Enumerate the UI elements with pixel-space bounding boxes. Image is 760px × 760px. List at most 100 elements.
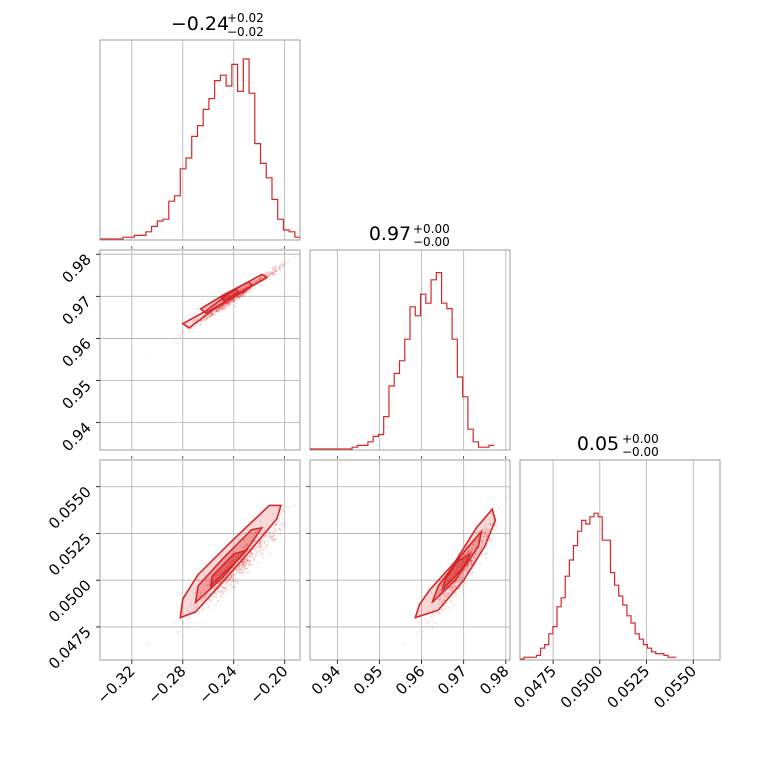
scatter-point xyxy=(244,561,247,564)
scatter-point xyxy=(217,311,220,314)
scatter-point xyxy=(438,598,441,600)
scatter-point xyxy=(221,304,224,307)
scatter-point xyxy=(481,531,484,533)
scatter-point xyxy=(260,552,263,555)
contours-2-0 xyxy=(179,504,282,619)
scatter-point xyxy=(273,534,276,537)
scatter-point xyxy=(285,524,287,527)
scatter-point xyxy=(242,560,245,563)
scatter-point xyxy=(474,546,477,549)
scatter-point xyxy=(237,296,240,299)
scatter-point xyxy=(228,304,230,307)
scatter-point xyxy=(247,284,250,287)
scatter-point xyxy=(475,553,478,556)
scatter-point xyxy=(275,523,277,525)
scatter-point xyxy=(221,306,223,308)
scatter-point xyxy=(257,278,259,281)
scatter-point xyxy=(258,278,261,280)
scatter-point xyxy=(275,267,278,270)
scatter-point xyxy=(230,299,233,302)
scatter-point xyxy=(248,565,251,567)
scatter-point xyxy=(227,578,230,581)
scatter-point xyxy=(241,294,243,297)
y-tick-label: 0.96 xyxy=(58,335,94,371)
scatter-point xyxy=(431,618,434,621)
scatter-point xyxy=(222,304,225,307)
scatter-point xyxy=(248,571,250,574)
scatter-point xyxy=(215,310,218,313)
scatter-point xyxy=(274,525,277,527)
scatter-point xyxy=(484,525,487,527)
scatter-point xyxy=(278,528,281,530)
scatter-point xyxy=(235,572,238,575)
scatter-point xyxy=(215,604,217,607)
panel-hist-1: 0.97 +0.00 −0.00 xyxy=(309,222,511,451)
grid-lines xyxy=(100,460,300,660)
scatter-point xyxy=(213,313,216,316)
scatter-point xyxy=(208,583,211,586)
scatter-point xyxy=(481,542,484,545)
scatter-point xyxy=(237,296,239,298)
scatter-point xyxy=(451,586,454,589)
scatter-point xyxy=(225,581,228,584)
scatter-point xyxy=(243,567,246,569)
scatter-point xyxy=(439,598,441,601)
scatter-point xyxy=(480,541,483,544)
scatter-point xyxy=(262,276,265,279)
scatter-point xyxy=(470,559,472,562)
scatter-point xyxy=(482,541,485,544)
scatter-point xyxy=(488,523,490,525)
scatter-point xyxy=(482,538,485,541)
scatter-point xyxy=(249,553,252,555)
scatter-point xyxy=(238,568,241,571)
scatter-point xyxy=(460,577,463,580)
scatter-point xyxy=(466,570,469,572)
scatter-point xyxy=(242,562,244,565)
scatter-point xyxy=(438,613,441,615)
scatter-point xyxy=(248,563,250,566)
scatter-point xyxy=(483,529,485,532)
scatter-point xyxy=(233,300,236,303)
scatter-point xyxy=(238,568,240,570)
scatter-point xyxy=(255,539,257,542)
scatter-point xyxy=(472,557,475,560)
scatter-point xyxy=(259,545,262,548)
scatter-point xyxy=(237,295,240,297)
scatter-point xyxy=(444,595,447,598)
scatter-point xyxy=(223,304,226,306)
scatter-point xyxy=(219,581,222,584)
scatter-point xyxy=(277,268,280,271)
scatter-point xyxy=(438,598,440,601)
scatter-point xyxy=(271,538,274,541)
scatter-point xyxy=(274,268,276,271)
scatter-point xyxy=(271,267,274,270)
grid-lines xyxy=(131,40,286,240)
scatter-point xyxy=(181,622,184,624)
scatter-point xyxy=(210,314,213,316)
scatter-point xyxy=(249,553,252,556)
x-tick-label: 0.0525 xyxy=(604,662,654,712)
scatter-point xyxy=(244,562,247,565)
scatter-point xyxy=(233,580,235,583)
scatter-point xyxy=(459,586,462,588)
scatter-point xyxy=(438,600,441,602)
scatter-point xyxy=(231,299,234,301)
scatter-point xyxy=(242,561,245,564)
scatter-point xyxy=(241,563,243,566)
scatter-point xyxy=(463,539,465,542)
scatter-point xyxy=(259,275,262,278)
scatter-point xyxy=(237,295,240,298)
scatter-point xyxy=(272,268,275,271)
scatter-point xyxy=(446,593,449,596)
scatter-point xyxy=(266,272,269,274)
scatter-point xyxy=(485,535,488,537)
scatter-point xyxy=(230,575,233,577)
scatter-point xyxy=(465,553,467,556)
scatter-point xyxy=(243,564,246,567)
scatter-point xyxy=(465,582,467,585)
scatter-point xyxy=(463,569,466,571)
scatter-point xyxy=(272,273,275,276)
scatter-point xyxy=(254,547,257,550)
scatter-point xyxy=(459,576,461,579)
scatter-point xyxy=(178,334,181,336)
